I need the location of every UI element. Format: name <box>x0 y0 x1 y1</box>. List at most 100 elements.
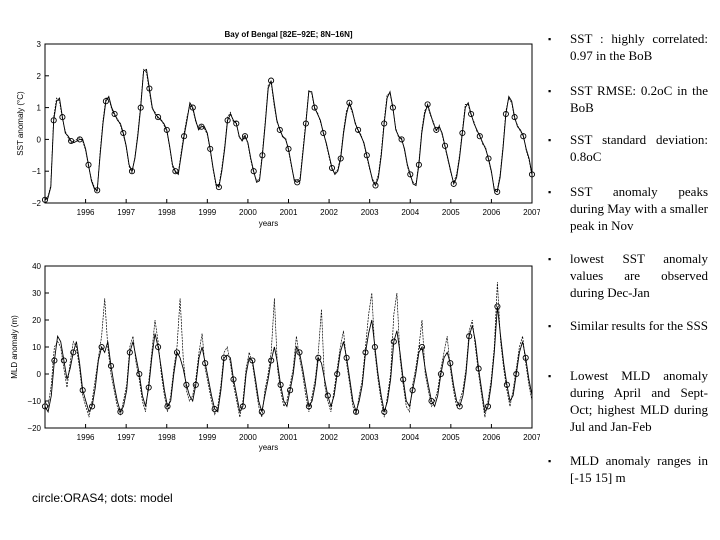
y-axis-label: MLD anomaly (m) <box>10 315 19 379</box>
oras4-point <box>305 403 312 410</box>
x-tick-label: 2005 <box>442 208 460 217</box>
bullet-icon: ▪ <box>548 34 552 44</box>
x-tick-label: 1996 <box>77 433 95 442</box>
y-tick-label: 40 <box>32 262 41 271</box>
bullet-icon: ▪ <box>548 456 552 466</box>
oras4-point <box>390 338 397 345</box>
bullet-icon: ▪ <box>548 321 552 331</box>
oras4-point <box>294 179 301 186</box>
y-tick-label: 3 <box>37 40 42 49</box>
y-tick-label: −10 <box>27 397 41 406</box>
oras4-point <box>476 133 483 140</box>
oras4-point <box>268 357 275 364</box>
series-line-oras4 <box>44 68 533 201</box>
oras4-point <box>328 164 336 172</box>
oras4-point <box>163 126 170 133</box>
oras4-point <box>324 392 331 399</box>
oras4-point <box>381 408 388 415</box>
oras4-point <box>172 168 179 175</box>
oras4-point <box>183 381 190 388</box>
oras4-point <box>468 110 475 118</box>
bullet-item: ▪ SST : highly correlated: 0.97 in the Bo… <box>548 30 708 82</box>
oras4-point <box>520 133 527 140</box>
oras4-point <box>215 184 222 191</box>
bullet-text: SST anomaly peaks during May with a smal… <box>570 184 708 233</box>
series-line-model <box>44 282 533 418</box>
y-tick-label: 2 <box>37 72 42 81</box>
bullet-text: SST RMSE: 0.2oC in the BoB <box>570 83 708 115</box>
oras4-point <box>287 387 294 394</box>
x-tick-label: 2001 <box>280 208 298 217</box>
oras4-point <box>494 303 501 310</box>
oras4-point <box>79 387 86 394</box>
mld-chart <box>41 265 533 429</box>
bullet-item: ▪ SST standard deviation: 0.8oC <box>548 131 708 183</box>
x-tick-label: 1998 <box>158 208 176 217</box>
x-tick-label: 2000 <box>239 208 257 217</box>
x-axis-label: years <box>259 219 279 228</box>
oras4-point <box>258 408 265 415</box>
oras4-point <box>230 376 237 383</box>
bullet-list: ▪ SST : highly correlated: 0.97 in the Bo… <box>548 30 708 486</box>
oras4-point <box>362 349 369 356</box>
oras4-point <box>89 403 96 410</box>
bullet-icon: ▪ <box>548 86 552 96</box>
y-tick-label: 20 <box>32 316 41 325</box>
oras4-point <box>107 362 115 369</box>
y-tick-label: 10 <box>32 343 41 352</box>
x-tick-label: 2006 <box>483 208 501 217</box>
y-tick-label: −20 <box>27 424 41 433</box>
oras4-point <box>311 104 318 111</box>
bullet-text: SST standard deviation: 0.8oC <box>570 132 708 164</box>
bullet-item: ▪ SST anomaly peaks during May with a sma… <box>548 183 708 250</box>
y-tick-label: −2 <box>32 199 42 208</box>
oras4-point <box>128 168 136 175</box>
bullet-icon: ▪ <box>548 187 552 197</box>
bullet-text: MLD anomaly ranges in [-15 15] m <box>570 453 708 485</box>
oras4-point <box>102 98 109 105</box>
oras4-point <box>98 343 105 351</box>
oras4-point <box>276 126 283 133</box>
x-tick-label: 2004 <box>401 208 419 217</box>
bullet-icon: ▪ <box>548 135 552 145</box>
bullet-icon: ▪ <box>548 254 552 264</box>
oras4-point <box>192 381 199 388</box>
x-axis-label: years <box>259 443 279 452</box>
oras4-point <box>503 381 510 388</box>
bullet-item: ▪ SST RMSE: 0.2oC in the BoB <box>548 82 708 131</box>
x-tick-label: 1996 <box>77 208 95 217</box>
oras4-point <box>51 357 58 364</box>
oras4-point <box>528 171 536 178</box>
oras4-point <box>353 408 360 415</box>
oras4-point <box>41 403 49 410</box>
oras4-point <box>233 120 240 127</box>
oras4-point <box>296 349 303 356</box>
x-tick-label: 2007 <box>523 208 540 217</box>
x-tick-label: 1997 <box>117 433 135 442</box>
oras4-point <box>146 85 153 92</box>
oras4-point <box>522 354 529 361</box>
oras4-point <box>355 126 362 133</box>
oras4-point <box>371 343 378 351</box>
oras4-point <box>400 376 407 383</box>
x-tick-label: 2007 <box>523 433 540 442</box>
x-tick-label: 1998 <box>158 433 176 442</box>
caption: circle:ORAS4; dots: model <box>32 491 173 505</box>
bullet-text: lowest SST anomaly values are observed d… <box>570 251 708 300</box>
oras4-point <box>433 126 440 133</box>
x-tick-label: 1999 <box>198 433 216 442</box>
oras4-point <box>60 357 67 364</box>
bullet-text: Similar results for the SSS <box>570 318 708 333</box>
oras4-point <box>241 133 249 140</box>
y-tick-label: 0 <box>37 370 42 379</box>
bullet-item: ▪ MLD anomaly ranges in [-15 15] m <box>548 452 708 486</box>
bullet-text: Lowest MLD anomaly during April and Sept… <box>570 368 708 434</box>
charts-area: Bay of Bengal [82E–92E; 8N–16N]−2−101231… <box>10 30 540 452</box>
oras4-point <box>456 403 463 410</box>
oras4-point <box>164 403 171 410</box>
x-tick-label: 2002 <box>320 433 338 442</box>
oras4-point <box>415 161 422 168</box>
oras4-point <box>511 114 518 121</box>
oras4-point <box>136 370 143 378</box>
bullet-text: SST : highly correlated: 0.97 in the BoB <box>570 31 708 63</box>
